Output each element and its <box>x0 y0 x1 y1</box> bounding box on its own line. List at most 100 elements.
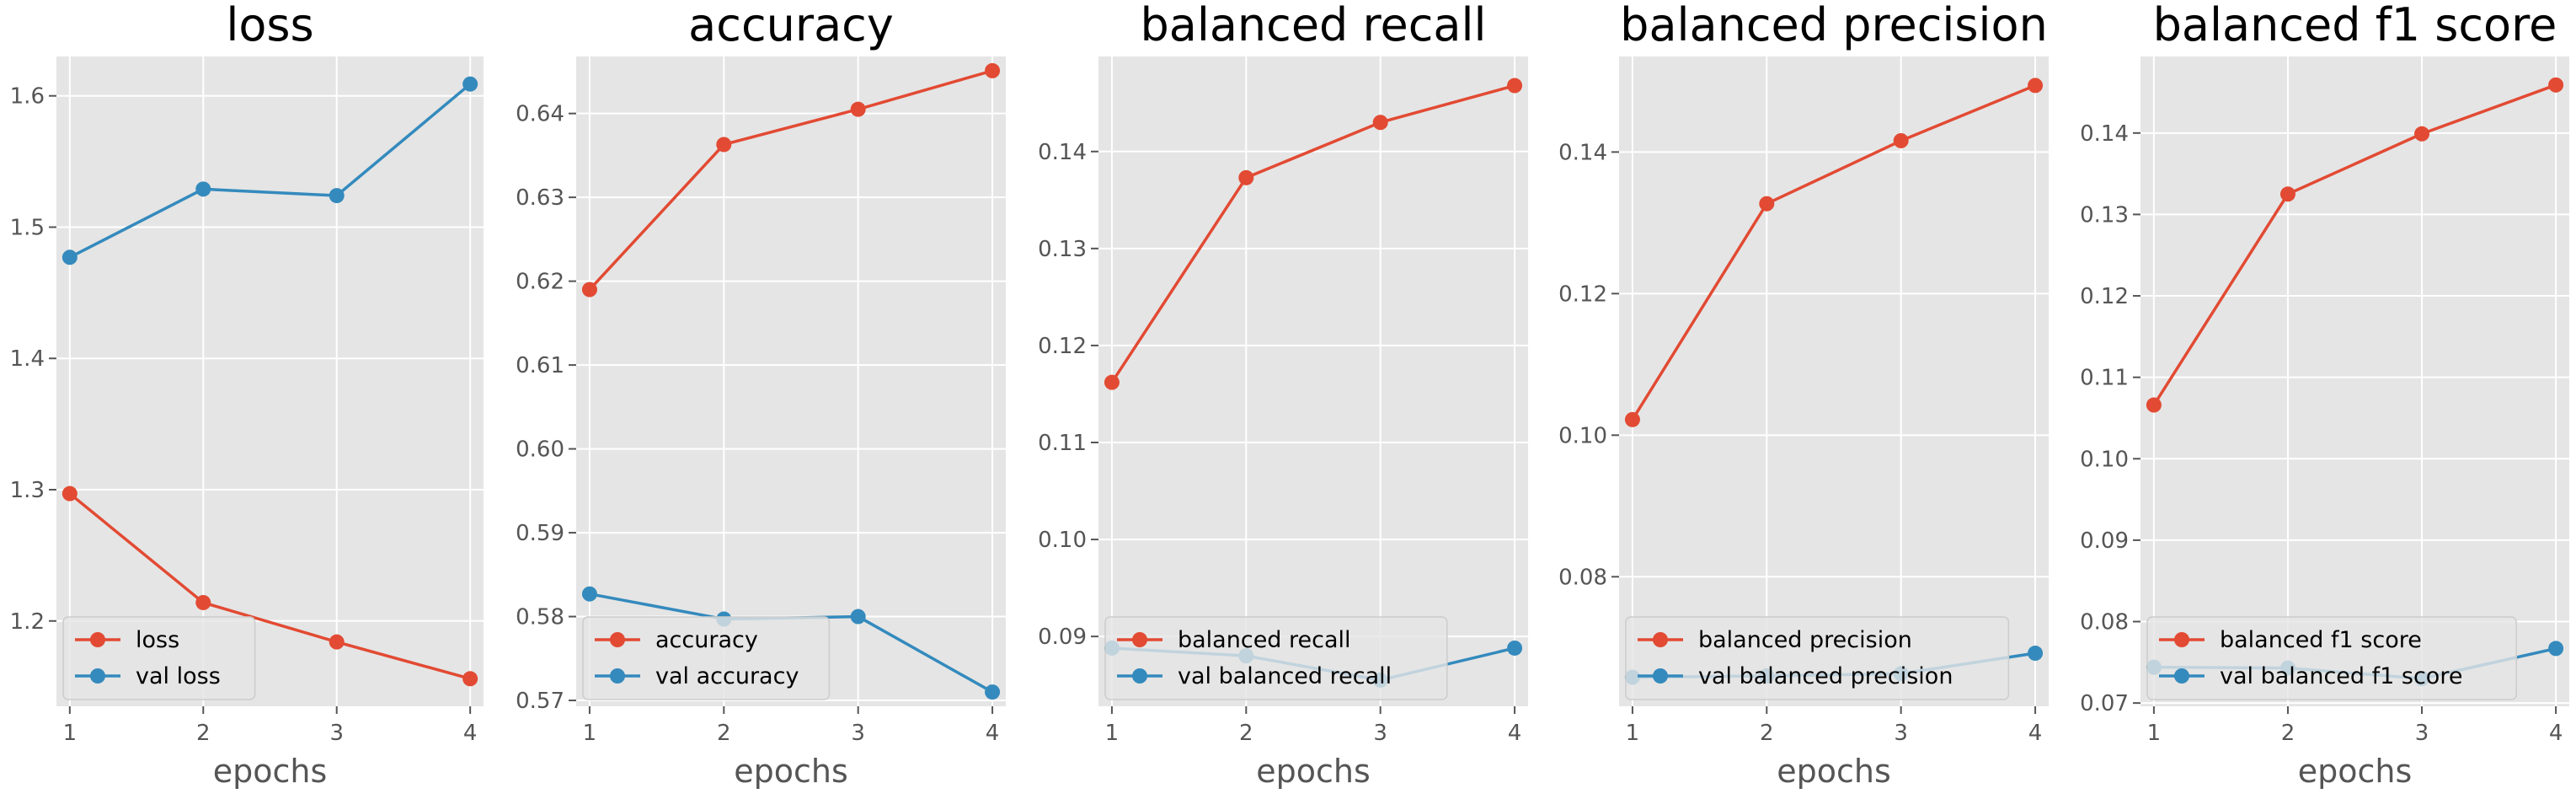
y-tick-label: 0.09 <box>2080 528 2129 554</box>
chart-title: loss <box>226 0 313 51</box>
data-point <box>1893 132 1909 148</box>
legend-label: val loss <box>136 663 221 689</box>
legend: accuracy val accuracy <box>582 616 831 700</box>
y-tick-label: 0.60 <box>516 437 564 463</box>
y-tick-label: 0.62 <box>516 270 564 295</box>
y-tick-label: 0.07 <box>2080 691 2129 716</box>
x-tick-label: 2 <box>1239 721 1253 746</box>
legend-swatch-marker <box>610 668 625 684</box>
y-tick-label: 0.11 <box>1038 431 1087 456</box>
data-point <box>1507 78 1523 94</box>
legend-label: val balanced precision <box>1698 663 1953 689</box>
plot-area-background <box>576 56 1006 706</box>
x-tick-label: 3 <box>2415 721 2429 746</box>
chart-title: balanced f1 score <box>2153 0 2557 51</box>
x-axis-label: epochs <box>1256 753 1371 790</box>
x-tick-label: 2 <box>1760 721 1774 746</box>
legend: balanced recall val balanced recall <box>1104 616 1448 700</box>
x-tick-label: 1 <box>63 721 77 746</box>
chart-title: balanced precision <box>1620 0 2048 51</box>
data-point <box>462 671 478 687</box>
legend-swatch-marker <box>2174 668 2189 684</box>
legend-box <box>2146 616 2517 700</box>
data-point <box>2028 646 2044 662</box>
y-tick-label: 0.57 <box>516 689 564 714</box>
y-tick-label: 0.11 <box>2080 366 2129 391</box>
x-tick-label: 2 <box>717 721 731 746</box>
x-axis-label: epochs <box>2298 753 2413 790</box>
data-point <box>2028 78 2044 94</box>
y-tick-label: 0.58 <box>516 605 564 630</box>
data-point <box>61 485 77 501</box>
legend-label: balanced precision <box>1698 627 1912 653</box>
y-tick-label: 0.09 <box>1038 625 1087 650</box>
y-tick-label: 0.13 <box>1038 237 1087 262</box>
series-line-1 <box>1110 83 1515 383</box>
y-tick-label: 0.14 <box>1038 140 1087 165</box>
legend-label: balanced recall <box>1178 627 1351 653</box>
y-tick-label: 0.13 <box>2080 202 2129 228</box>
data-point <box>61 249 77 265</box>
data-point <box>985 684 1001 700</box>
plot-area-background <box>56 56 484 706</box>
x-tick-label: 1 <box>1626 721 1640 746</box>
x-tick-label: 1 <box>583 721 597 746</box>
x-tick-label: 3 <box>329 721 344 746</box>
x-tick-label: 4 <box>2549 721 2563 746</box>
chart-panel-2: accuracy 0.57 0.58 0.59 0.60 0.61 0.62 0.63 0.64… <box>516 0 1006 790</box>
data-point <box>329 634 345 650</box>
y-tick-label: 0.10 <box>1038 528 1087 553</box>
y-tick-label: 0.63 <box>516 185 564 211</box>
data-point <box>2548 77 2564 93</box>
y-tick-label: 0.10 <box>1558 423 1607 448</box>
x-tick-label: 4 <box>986 721 1000 746</box>
x-tick-label: 4 <box>1508 721 1522 746</box>
data-point <box>2414 126 2430 142</box>
data-point <box>850 609 866 625</box>
y-tick-label: 0.59 <box>516 521 564 546</box>
data-point <box>1507 640 1523 656</box>
data-point <box>581 586 597 602</box>
x-tick-label: 1 <box>2147 721 2162 746</box>
chart-title: balanced recall <box>1140 0 1486 51</box>
y-tick-label: 0.12 <box>1038 334 1087 359</box>
data-point <box>985 62 1001 78</box>
x-axis-label: epochs <box>213 753 328 790</box>
chart-title: accuracy <box>688 0 894 51</box>
y-tick-label: 0.10 <box>2080 447 2129 472</box>
x-axis-label: epochs <box>734 753 848 790</box>
series-line-1 <box>588 69 993 291</box>
legend: balanced precision val balanced precision <box>1625 616 2010 700</box>
legend-swatch-marker <box>1653 632 1668 647</box>
legend-swatch-marker <box>1132 632 1147 647</box>
data-point <box>850 101 866 117</box>
chart-panel-4: balanced precision 0.08 0.10 0.12 0.14 1 2 3 4 ep… <box>1558 0 2049 790</box>
legend-box <box>62 616 256 700</box>
y-tick-label: 1.2 <box>10 609 45 635</box>
y-tick-label: 0.14 <box>2080 121 2129 147</box>
series-line-1 <box>1631 83 2036 421</box>
data-point <box>462 76 478 92</box>
series-line-1 <box>2152 83 2557 406</box>
y-tick-label: 1.5 <box>10 215 45 240</box>
x-tick-label: 3 <box>1373 721 1387 746</box>
plot-area-background <box>1619 56 2049 706</box>
x-tick-label: 4 <box>2028 721 2043 746</box>
legend-swatch-marker <box>2174 632 2189 647</box>
legend-swatch-marker <box>1653 668 1668 684</box>
legend-label: loss <box>136 627 179 653</box>
y-tick-label: 0.61 <box>516 353 564 378</box>
data-point <box>1104 374 1120 390</box>
data-point <box>195 181 211 197</box>
chart-panel-1: loss 1.2 1.3 1.4 1.5 1.6 1 2 3 4 epochs loss val los… <box>10 0 484 790</box>
legend-swatch-marker <box>90 632 105 647</box>
plot-area-background <box>2140 56 2569 706</box>
data-point <box>329 188 345 204</box>
legend-label: accuracy <box>655 627 758 653</box>
y-tick-label: 0.12 <box>1558 282 1607 307</box>
data-point <box>1238 169 1254 185</box>
y-tick-label: 0.12 <box>2080 284 2129 309</box>
legend-box <box>582 616 831 700</box>
